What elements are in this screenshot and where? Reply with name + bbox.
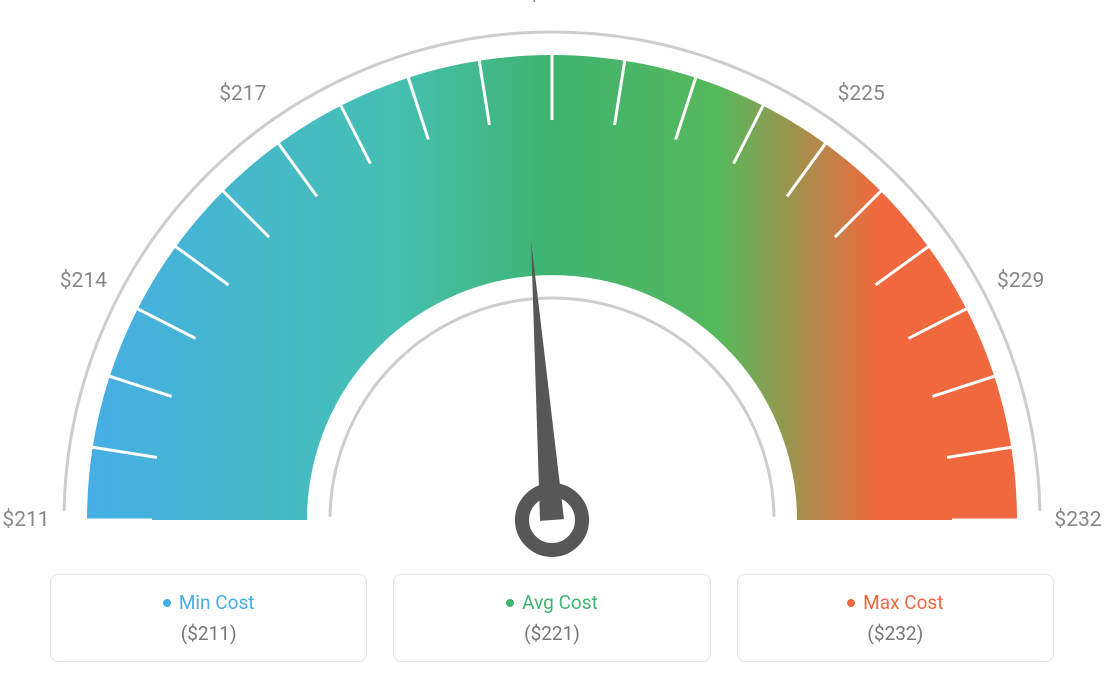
legend-max-card: Max Cost ($232) bbox=[737, 574, 1054, 662]
legend-avg-card: Avg Cost ($221) bbox=[393, 574, 710, 662]
gauge-tick-label: $221 bbox=[528, 0, 575, 6]
legend-row: Min Cost ($211) Avg Cost ($221) Max Cost… bbox=[50, 574, 1054, 662]
gauge-svg bbox=[0, 0, 1104, 560]
gauge-tick-label: $214 bbox=[60, 269, 107, 293]
legend-min-value: ($211) bbox=[61, 622, 356, 645]
gauge-tick-label: $232 bbox=[1054, 508, 1101, 532]
cost-gauge-chart: $211 $214 $217 $221 $225 $229 $232 Min Cost ($… bbox=[0, 0, 1104, 690]
gauge-tick-label: $229 bbox=[997, 269, 1044, 293]
legend-min-label: Min Cost bbox=[163, 591, 255, 614]
legend-avg-value: ($221) bbox=[404, 622, 699, 645]
gauge-area: $211 $214 $217 $221 $225 $229 $232 bbox=[0, 0, 1104, 560]
gauge-tick-label: $225 bbox=[838, 82, 885, 106]
legend-min-card: Min Cost ($211) bbox=[50, 574, 367, 662]
legend-avg-label: Avg Cost bbox=[506, 591, 598, 614]
legend-max-value: ($232) bbox=[748, 622, 1043, 645]
gauge-tick-label: $211 bbox=[2, 508, 49, 532]
legend-max-label: Max Cost bbox=[847, 591, 943, 614]
gauge-tick-label: $217 bbox=[219, 82, 266, 106]
